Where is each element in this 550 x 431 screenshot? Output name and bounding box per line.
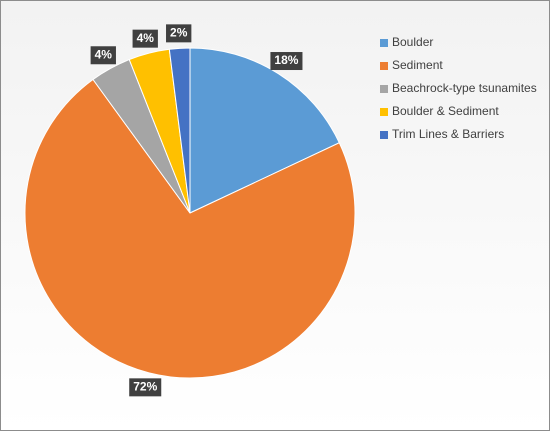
pie-slice (189, 47, 340, 214)
data-label-box (90, 46, 116, 65)
legend-label: Beachrock-type tsunamites (392, 81, 537, 95)
legend-swatch (380, 131, 388, 139)
data-label: 18% (270, 52, 303, 71)
data-label: 72% (129, 378, 162, 397)
data-label-box (270, 52, 303, 71)
data-label-text: 18% (274, 53, 298, 67)
legend-swatch (380, 62, 388, 70)
legend-swatch (380, 39, 388, 47)
pie-slice (24, 78, 356, 379)
data-label-text: 4% (137, 31, 155, 45)
data-label-text: 4% (95, 47, 113, 61)
legend-swatch (380, 85, 388, 93)
data-label-box (132, 29, 158, 48)
legend-label: Boulder & Sediment (392, 104, 499, 118)
data-label-box (129, 378, 162, 397)
data-label: 4% (132, 29, 158, 48)
data-label: 2% (166, 24, 192, 43)
legend-label: Sediment (392, 58, 443, 72)
pie-slice (168, 47, 191, 214)
data-label-text: 72% (133, 380, 157, 394)
legend-label: Trim Lines & Barriers (392, 127, 504, 141)
data-label-box (166, 24, 192, 43)
data-label: 4% (90, 46, 116, 65)
legend-swatch (380, 108, 388, 116)
legend-label: Boulder (392, 35, 433, 49)
data-label-text: 2% (170, 26, 188, 40)
